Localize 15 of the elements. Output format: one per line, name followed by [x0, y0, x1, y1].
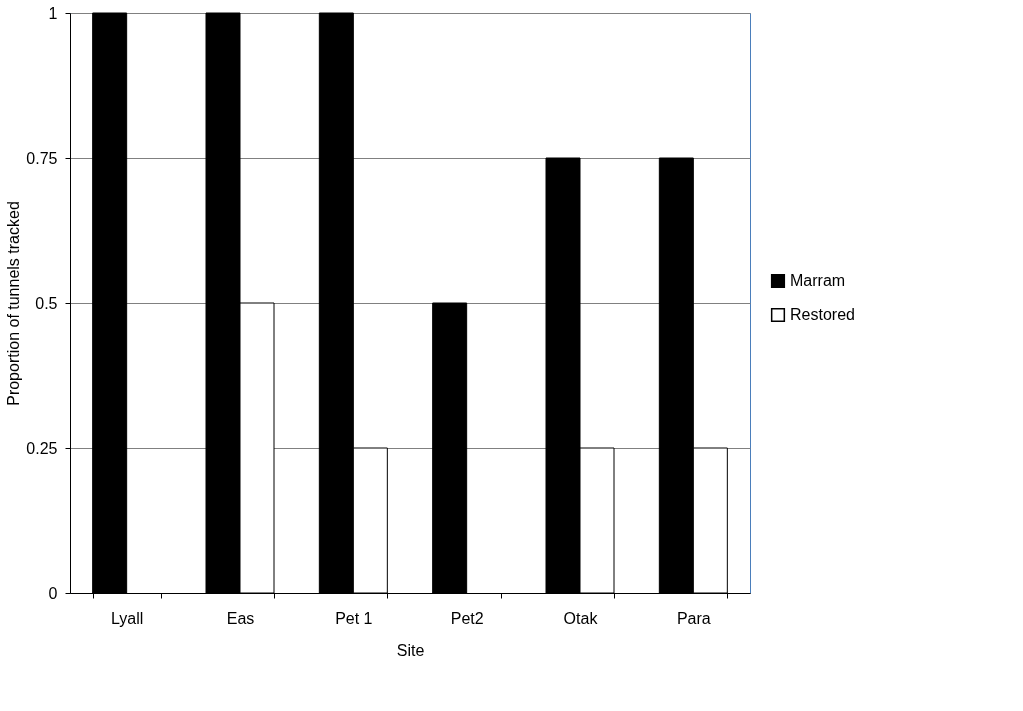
y-tick-label: 1: [48, 4, 58, 22]
x-tick-label: Lyall: [111, 609, 144, 627]
x-tick-label: Eas: [226, 609, 255, 627]
x-tick-label: Otak: [563, 609, 599, 627]
y-tick-label: 0: [48, 584, 58, 602]
x-tick-label: Pet 1: [335, 609, 373, 627]
legend-label: Restored: [790, 306, 855, 323]
x-tick-label: Para: [676, 609, 711, 627]
y-tick-label: 0.5: [35, 294, 58, 312]
legend-label: Marram: [790, 272, 846, 289]
y-tick-label: 0.75: [26, 149, 58, 167]
y-tick-label: 0.25: [26, 439, 58, 457]
x-tick-label: Pet2: [450, 609, 484, 627]
x-axis-title: Site: [396, 641, 425, 659]
y-axis-title: Proportion of tunnels tracked: [5, 201, 23, 406]
